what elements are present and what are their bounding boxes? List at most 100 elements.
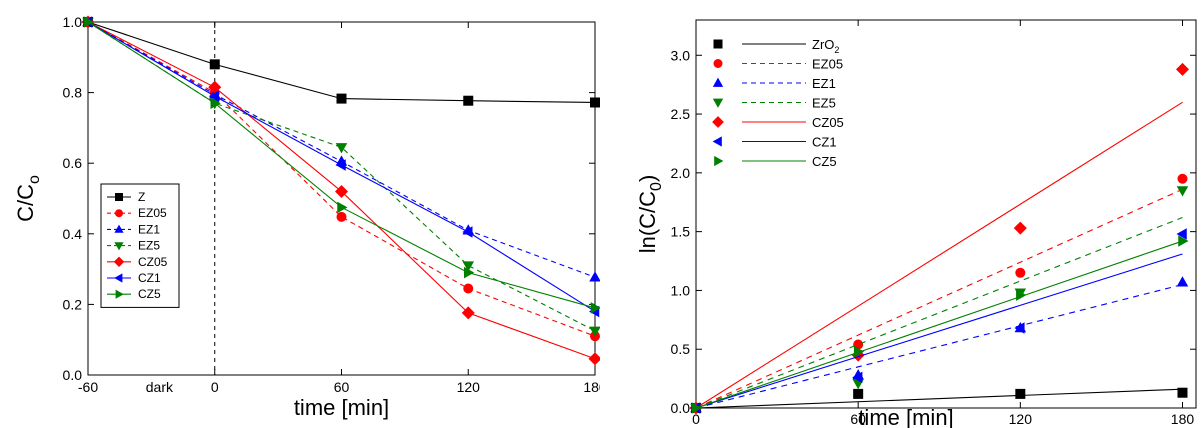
data-point (463, 283, 474, 294)
y-axis-title: ln(C/C0) (635, 175, 665, 254)
data-point (209, 59, 220, 70)
fit-line (695, 240, 1183, 409)
data-point (853, 345, 865, 358)
data-point (462, 226, 473, 238)
legend-marker (115, 193, 123, 201)
series-cz05 (689, 62, 1189, 415)
y-tick-label: 0.8 (63, 85, 83, 101)
series-cz5 (83, 16, 600, 314)
y-tick-label: 0.0 (63, 367, 83, 383)
legend-marker (114, 273, 123, 283)
legend-label: EZ5 (812, 96, 836, 111)
data-point (83, 16, 94, 28)
data-point (588, 352, 600, 366)
x-tick-label: 0 (692, 411, 700, 427)
x-axis-title: time [min] (858, 405, 953, 428)
legend-marker (113, 256, 125, 267)
data-point (589, 326, 600, 337)
fit-line (695, 217, 1183, 409)
x-tick-label: 120 (1009, 411, 1033, 427)
fit-line (695, 188, 1183, 409)
y-tick-label: 0.6 (63, 155, 83, 171)
legend-marker (115, 289, 124, 299)
data-point (1177, 173, 1188, 184)
data-point (852, 371, 863, 384)
series-line (87, 21, 596, 337)
x-tick-label: -60 (78, 379, 98, 395)
data-point (1175, 62, 1189, 76)
legend-label: ZrO2 (812, 37, 839, 55)
chart-left: -60 0 60 120 180 0.0 0.2 0.4 0.6 0.8 1.0 dark time [… (13, 14, 600, 420)
legend-label: CZ05 (812, 115, 844, 130)
legend-label: EZ1 (812, 76, 836, 91)
fit-line (695, 388, 1183, 409)
data-point (463, 95, 474, 106)
data-point (462, 261, 474, 272)
y-tick-label: 0.2 (63, 296, 83, 312)
y-tick-label: 2.0 (671, 165, 691, 181)
y-tick-label: 0.5 (671, 341, 691, 357)
data-point (210, 97, 221, 109)
fit-line (695, 101, 1183, 409)
data-point (464, 266, 475, 279)
data-point (1176, 276, 1189, 287)
data-point (335, 159, 346, 171)
legend-label: EZ05 (138, 206, 167, 220)
legend-marker (712, 98, 724, 108)
data-point (336, 211, 347, 222)
legend-label: EZ5 (138, 239, 160, 253)
data-point (1014, 322, 1025, 334)
data-point (1015, 388, 1026, 399)
x-tick-label: 60 (334, 379, 350, 395)
data-point (1176, 186, 1189, 197)
data-point (1015, 267, 1026, 278)
legend-marker (114, 224, 124, 233)
x-tick-label: 180 (583, 379, 600, 395)
data-point (336, 93, 347, 104)
plot-frame (695, 19, 1197, 409)
legend-label: EZ1 (138, 222, 160, 236)
series-ez05 (691, 173, 1188, 413)
legend-marker (712, 136, 722, 147)
data-point (853, 388, 864, 399)
x-tick-label: 120 (457, 379, 481, 395)
y-tick-label: 3.0 (671, 47, 691, 63)
data-point (208, 90, 219, 102)
legend-label: CZ1 (812, 135, 837, 150)
series-cz5 (691, 235, 1189, 414)
y-tick-label: 0.4 (63, 226, 83, 242)
data-point (590, 97, 600, 108)
data-point (335, 184, 348, 198)
fit-line (695, 284, 1183, 409)
dark-label: dark (146, 379, 174, 395)
x-tick-label: 60 (850, 411, 866, 427)
data-point (337, 201, 348, 214)
x-tick-label: 180 (1171, 411, 1195, 427)
x-tick-label: 0 (211, 379, 219, 395)
data-point (208, 80, 222, 94)
y-tick-label: 1.0 (671, 282, 691, 298)
y-tick-label: 1.0 (63, 14, 83, 30)
y-tick-label: 0.0 (671, 400, 691, 416)
legend-marker (714, 155, 724, 167)
series-ez5 (690, 186, 1189, 414)
legend-marker (712, 116, 724, 128)
y-tick-label: 2.5 (671, 106, 691, 122)
legend-marker (712, 77, 724, 87)
legend-marker (713, 39, 723, 49)
data-point (1178, 235, 1189, 247)
data-point (691, 402, 702, 414)
fit-line (695, 253, 1183, 409)
series-cz1 (82, 16, 600, 318)
legend-label: CZ5 (812, 154, 837, 169)
legend-marker (713, 59, 723, 68)
data-point (461, 306, 475, 320)
legend-label: Z (138, 190, 145, 204)
legend-label: EZ05 (812, 57, 843, 72)
legend-label: CZ1 (138, 271, 161, 285)
data-point (1013, 221, 1027, 235)
data-point (1016, 289, 1027, 301)
data-point (590, 302, 600, 314)
